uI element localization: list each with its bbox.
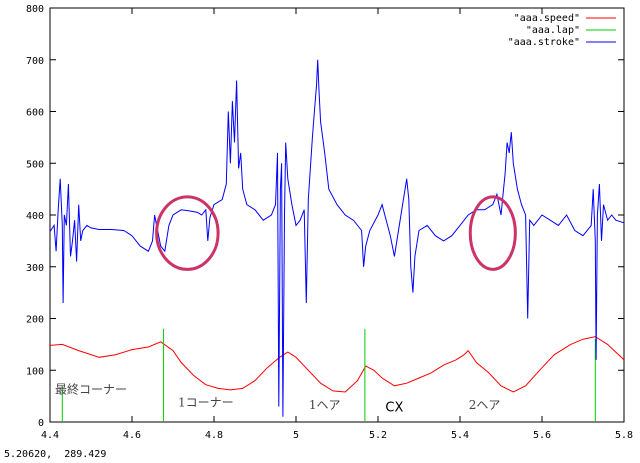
x-tick-label: 4.6: [123, 430, 141, 441]
legend-label: "aaa.stroke": [508, 37, 580, 48]
legend-label: "aaa.lap": [526, 25, 580, 36]
y-tick-label: 0: [38, 418, 44, 429]
x-tick-label: 5.2: [369, 430, 387, 441]
y-tick-label: 600: [26, 108, 44, 119]
legend-label: "aaa.speed": [514, 13, 580, 24]
x-tick-label: 4.4: [41, 430, 59, 441]
corner-label: 1コーナー: [178, 395, 234, 409]
series-layer: [49, 59, 625, 422]
x-tick-label: 5.4: [451, 430, 469, 441]
series-line-2: [49, 59, 625, 417]
y-tick-label: 400: [26, 211, 44, 222]
y-tick-label: 500: [26, 159, 44, 170]
plot-frame: [49, 7, 625, 423]
x-tick-label: 5: [293, 430, 299, 441]
annotation-layer: 最終コーナー 1コーナー 1ヘア CX 2ヘア: [55, 195, 517, 416]
coordinate-readout: 5.20620, 289.429: [4, 449, 107, 460]
x-tick-label: 5.6: [533, 430, 551, 441]
corner-label: 2ヘア: [469, 398, 501, 412]
axis-ticks: 0 100 200 300 400 500 600 700 800 4.4 4.6 4.8 5 5.2 5.…: [26, 4, 633, 441]
y-tick-label: 700: [26, 56, 44, 67]
x-tick-label: 5.8: [615, 430, 633, 441]
legend: "aaa.speed""aaa.lap""aaa.stroke": [508, 13, 616, 48]
y-tick-label: 300: [26, 263, 44, 274]
y-tick-label: 800: [26, 4, 44, 15]
y-tick-label: 200: [26, 315, 44, 326]
x-tick-label: 4.8: [205, 430, 223, 441]
y-tick-label: 100: [26, 366, 44, 377]
corner-label: 最終コーナー: [55, 382, 127, 397]
series-line-0: [49, 336, 625, 393]
highlight-circle: [468, 195, 517, 271]
highlight-circle: [155, 195, 220, 271]
corner-label: 1ヘア: [309, 398, 341, 412]
corner-label: CX: [385, 401, 403, 416]
